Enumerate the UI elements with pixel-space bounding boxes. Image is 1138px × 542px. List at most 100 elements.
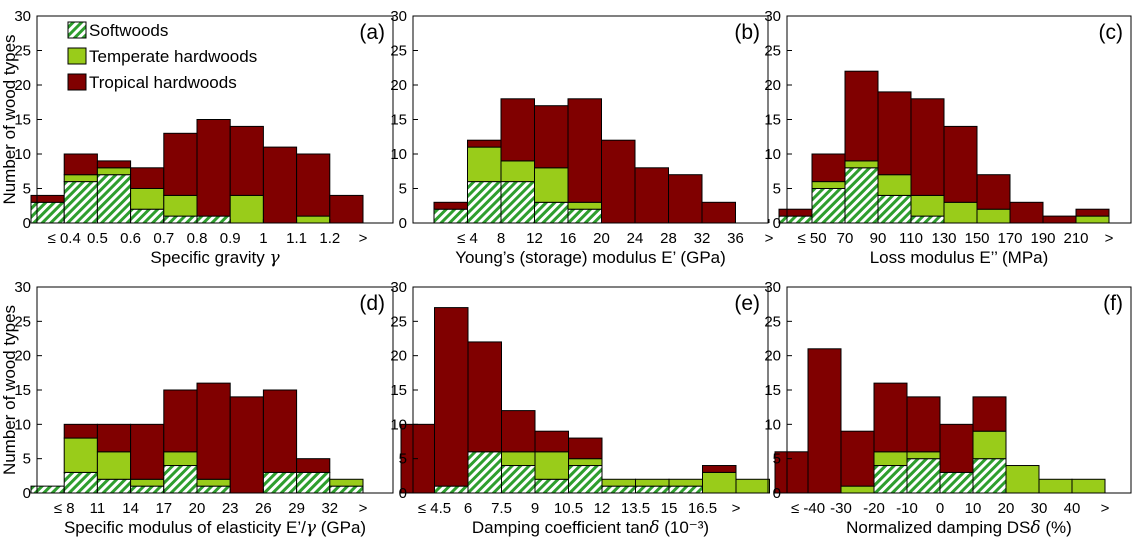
bar-segment-temperate — [63, 437, 98, 473]
x-tick-label: 7.5 — [491, 500, 512, 517]
bar-segment-softwoods — [534, 478, 569, 494]
bar-segment-tropical — [534, 430, 569, 453]
y-tick-label: 0 — [399, 485, 407, 502]
bar-segment-temperate — [467, 146, 502, 183]
panel-tag: (b) — [734, 21, 760, 44]
bar-segment-softwoods — [262, 471, 298, 494]
bar-segment-tropical — [30, 194, 65, 203]
bar-segment-tropical — [701, 201, 736, 224]
bar-segment-softwoods — [63, 471, 98, 494]
chart-panel: 0 5 10 15 20 25 30 ≤ 50 70 90 110 130 150 170 190 210 > L… — [764, 8, 1132, 267]
y-tick-label: 30 — [764, 8, 781, 25]
bar-segment-softwoods — [668, 485, 703, 494]
x-tick-label: 12 — [594, 500, 611, 517]
bar-segment-softwoods — [96, 478, 132, 494]
legend-swatch-temperate — [67, 47, 87, 65]
x-axis-label: Specific gravity γ — [150, 248, 280, 268]
bar-segment-softwoods — [96, 174, 132, 224]
y-tick-label: 0 — [23, 215, 31, 232]
bar-segment-temperate — [910, 194, 945, 217]
x-tick-label: 1.2 — [319, 230, 340, 247]
bar-segment-temperate — [1005, 465, 1040, 494]
bar-segment-softwoods — [568, 465, 603, 494]
x-tick-label: 150 — [964, 230, 989, 247]
bar-segment-tropical — [668, 174, 703, 224]
y-tick-label: 15 — [14, 382, 31, 399]
y-tick-label: 5 — [773, 181, 781, 198]
bar-segment-tropical — [702, 465, 737, 473]
legend-swatch-softwoods — [67, 21, 87, 39]
x-tick-label: 20 — [189, 500, 206, 517]
panel-tag: (d) — [359, 292, 385, 315]
bar-segment-temperate — [130, 478, 165, 487]
bar-segment-softwoods — [30, 485, 65, 494]
bar-segment-temperate — [1075, 215, 1110, 224]
y-tick-label: 15 — [14, 112, 31, 129]
y-tick-label: 30 — [14, 279, 31, 296]
x-tick-label: 30 — [1031, 500, 1048, 517]
bar-segment-tropical — [634, 167, 669, 224]
x-tick-label: 0.8 — [187, 230, 208, 247]
bar-segment-tropical — [500, 98, 535, 162]
bar-segment-temperate — [873, 451, 908, 467]
bar-segment-softwoods — [906, 458, 941, 494]
bar-segment-softwoods — [873, 465, 908, 494]
bar-segment-tropical — [601, 139, 636, 224]
bar-segment-tropical — [163, 389, 198, 453]
panel-tag: (f) — [1103, 292, 1123, 315]
bar-segment-tropical — [163, 132, 198, 196]
bar-segment-softwoods — [811, 188, 846, 224]
x-tick-label: 130 — [931, 230, 956, 247]
x-tick-label: 17 — [155, 500, 172, 517]
y-tick-label: 25 — [390, 43, 407, 60]
bar-segment-softwoods — [567, 208, 602, 224]
panels: 0 5 10 15 20 25 30 ≤ 0.4 0.5 0.6 0.7 0.8 0.9 1 1.1 1.2 >… — [0, 8, 1132, 538]
bar-segment-softwoods — [601, 485, 636, 494]
bar-segment-temperate — [601, 478, 636, 487]
x-tick-label: 29 — [288, 500, 305, 517]
y-tick-label: 25 — [390, 313, 407, 330]
bar-segment-tropical — [296, 153, 331, 217]
bar-segment-temperate — [906, 451, 941, 460]
y-tick-label: 20 — [390, 348, 407, 365]
x-tick-label: 16.5 — [688, 500, 717, 517]
bar-segment-temperate — [635, 478, 670, 487]
y-tick-label: 20 — [14, 348, 31, 365]
legend-label-softwoods: Softwoods — [89, 21, 168, 40]
x-tick-label: 24 — [627, 230, 644, 247]
bar-segment-tropical — [976, 174, 1011, 210]
bar-segment-softwoods — [844, 167, 879, 224]
y-tick-label: 25 — [764, 313, 781, 330]
bar-segment-tropical — [844, 70, 879, 162]
y-axis-label: Number of wood types — [0, 305, 19, 475]
x-tick-label: 0.5 — [87, 230, 108, 247]
bar-segment-temperate — [668, 478, 703, 487]
bar-segment-temperate — [840, 485, 875, 494]
bar-segment-softwoods — [501, 465, 536, 494]
bar-segment-tropical — [229, 125, 264, 196]
bar-segment-tropical — [130, 423, 165, 480]
bar-segment-temperate — [702, 471, 737, 494]
x-tick-label: > — [1105, 230, 1114, 247]
bar-segment-softwoods — [910, 215, 945, 224]
x-tick-label: -20 — [863, 500, 885, 517]
y-tick-label: 25 — [14, 313, 31, 330]
x-tick-label: 110 — [899, 230, 923, 247]
x-tick-label: 16 — [560, 230, 577, 247]
x-tick-label: 11 — [90, 500, 106, 517]
bar-segment-tropical — [63, 153, 98, 176]
x-tick-label: 36 — [727, 230, 744, 247]
bar-segment-softwoods — [296, 471, 331, 494]
bar-segment-temperate — [534, 167, 569, 203]
y-tick-label: 15 — [764, 382, 781, 399]
y-tick-label: 10 — [764, 416, 781, 433]
bar-segment-tropical — [467, 341, 502, 453]
bar-segment-tropical — [196, 382, 231, 480]
x-tick-label: ≤ 8 — [54, 500, 75, 517]
bar-segment-tropical — [910, 98, 945, 196]
bar-segment-temperate — [877, 174, 912, 196]
x-tick-label: 20 — [593, 230, 610, 247]
x-tick-label: 1 — [259, 230, 267, 247]
x-tick-label: 170 — [997, 230, 1022, 247]
bar-segment-temperate — [735, 478, 770, 494]
